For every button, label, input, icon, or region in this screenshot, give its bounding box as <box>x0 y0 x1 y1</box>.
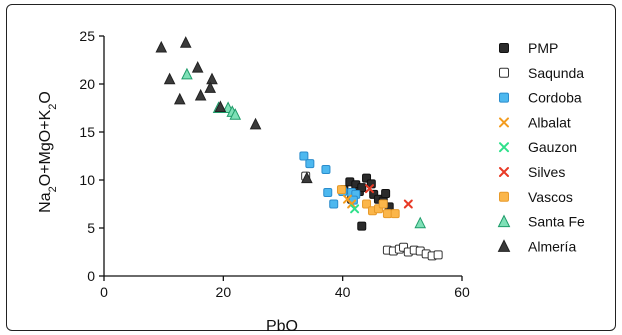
legend-label: Albalat <box>528 114 571 130</box>
data-point <box>163 72 176 85</box>
legend: PMP Saqunda Cordoba Albalat Gauzon Silves Vasc… <box>497 40 585 254</box>
data-point <box>414 216 427 229</box>
y-tick-label: 0 <box>87 268 95 284</box>
legend-item: Albalat <box>499 114 571 130</box>
data-point <box>362 199 372 209</box>
legend-item: Cordoba <box>499 90 582 106</box>
legend-marker <box>497 214 511 228</box>
series-almer-a <box>155 36 313 184</box>
legend-item: Gauzon <box>499 139 577 155</box>
series-gauzon <box>350 204 360 214</box>
data-point <box>378 199 388 209</box>
legend-item: Silves <box>499 164 565 180</box>
data-marks <box>155 36 443 261</box>
data-point <box>214 100 227 113</box>
data-point <box>204 81 217 93</box>
legend-marker <box>499 142 509 153</box>
data-point <box>305 159 315 169</box>
data-point <box>299 151 309 161</box>
legend-item: Santa Fe <box>497 214 585 230</box>
legend-label: Saqunda <box>528 65 584 81</box>
data-point <box>191 61 204 73</box>
legend-label: Santa Fe <box>528 214 585 230</box>
legend-marker <box>499 43 509 53</box>
y-tick-label: 25 <box>79 28 95 44</box>
series-silves <box>365 184 413 209</box>
y-tick-label: 5 <box>87 220 95 236</box>
x-axis-title: PbO <box>266 318 298 335</box>
data-point <box>336 185 346 195</box>
legend-item: Saqunda <box>499 65 584 81</box>
data-point <box>249 117 262 130</box>
legend-marker <box>499 167 509 177</box>
legend-item: Almería <box>497 238 576 254</box>
data-point <box>390 209 400 219</box>
data-point <box>179 36 192 48</box>
legend-label: Cordoba <box>528 90 582 106</box>
data-point <box>382 209 392 219</box>
legend-label: PMP <box>528 40 558 56</box>
legend-marker <box>497 239 511 252</box>
data-point <box>403 199 413 209</box>
data-point <box>357 221 367 231</box>
series-vascos <box>336 185 400 219</box>
legend-label: Almería <box>528 238 576 254</box>
data-point <box>365 184 375 194</box>
data-point <box>357 183 367 193</box>
legend-label: Silves <box>528 164 565 180</box>
data-point <box>329 199 339 209</box>
data-point <box>194 88 207 101</box>
series-saqunda <box>301 171 443 261</box>
x-tick-label: 0 <box>100 284 108 300</box>
x-tick-label: 60 <box>454 284 470 300</box>
y-axis-title: Na2O+MgO+K2O <box>37 91 59 213</box>
legend-label: Gauzon <box>528 139 577 155</box>
series-albalat <box>342 194 357 209</box>
legend-label: Vascos <box>528 189 573 205</box>
legend-marker <box>499 191 509 202</box>
legend-marker <box>499 92 509 103</box>
data-point <box>206 72 218 85</box>
data-point <box>155 40 168 53</box>
data-point <box>301 171 313 184</box>
data-point <box>321 164 331 174</box>
legend-item: Vascos <box>499 189 573 205</box>
data-point <box>347 199 357 209</box>
axes: 0 5 10 15 20 25 0 20 40 60 <box>79 28 470 300</box>
data-point <box>381 188 391 198</box>
data-point <box>181 67 193 80</box>
data-point <box>433 250 443 260</box>
data-point <box>229 108 242 120</box>
y-tick-label: 15 <box>79 124 95 140</box>
data-point <box>323 187 333 197</box>
legend-marker <box>499 117 509 128</box>
data-point <box>350 204 360 214</box>
data-point <box>173 92 186 105</box>
legend-item: PMP <box>499 40 558 56</box>
y-tick-label: 20 <box>79 76 95 92</box>
legend-marker <box>499 67 509 78</box>
x-tick-label: 40 <box>335 284 351 300</box>
x-tick-label: 20 <box>216 284 232 300</box>
y-tick-label: 10 <box>79 172 95 188</box>
